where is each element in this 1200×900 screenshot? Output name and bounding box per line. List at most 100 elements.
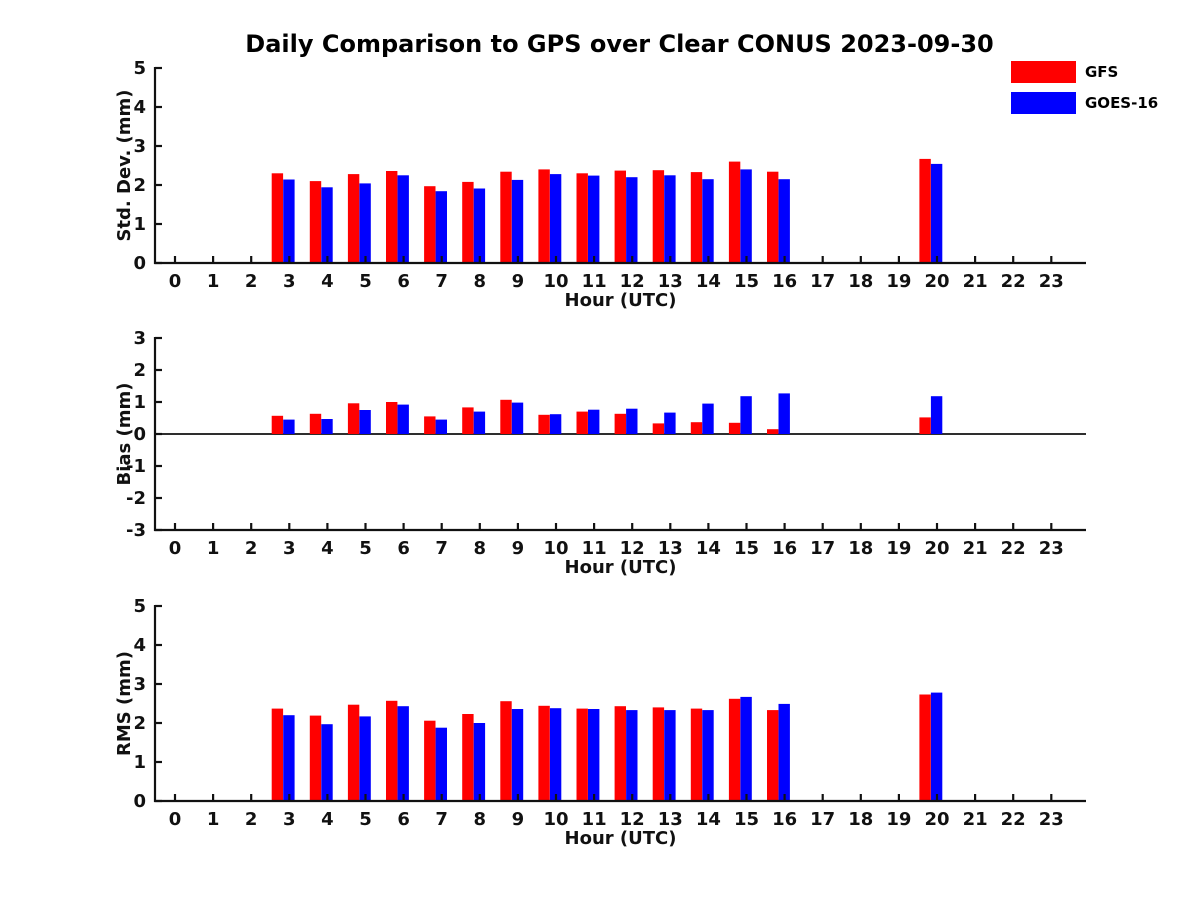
x-tick-label: 23 xyxy=(1039,538,1064,559)
x-tick-label: 3 xyxy=(283,538,296,559)
bar-gfs-h13 xyxy=(652,423,665,434)
bar-gfs-h16 xyxy=(767,710,779,801)
y-tick-label: 1 xyxy=(133,752,146,773)
x-tick-label: 13 xyxy=(658,809,683,830)
bar-gfs-h6 xyxy=(386,171,398,263)
bar-gfs-h7 xyxy=(424,720,436,801)
bar-goes16-h13 xyxy=(664,412,676,434)
x-tick-label: 0 xyxy=(169,809,182,830)
bar-gfs-h8 xyxy=(462,407,474,434)
bar-goes16-h12 xyxy=(626,710,638,801)
bar-gfs-h4 xyxy=(309,715,322,801)
y-tick-label: 1 xyxy=(133,392,146,413)
bar-gfs-h9 xyxy=(500,399,512,434)
bar-gfs-h13 xyxy=(652,170,665,263)
x-tick-label: 7 xyxy=(435,538,448,559)
bar-gfs-h3 xyxy=(271,173,284,263)
bar-gfs-h15 xyxy=(728,161,741,263)
y-axis-label: RMS (mm) xyxy=(114,651,135,756)
x-tick-label: 7 xyxy=(435,271,448,292)
bar-goes16-h16 xyxy=(778,393,790,434)
bar-gfs-h8 xyxy=(462,714,474,801)
x-tick-label: 0 xyxy=(169,271,182,292)
x-tick-label: 9 xyxy=(512,809,525,830)
y-tick-label: 0 xyxy=(133,791,146,812)
x-tick-label: 21 xyxy=(963,271,988,292)
y-tick-label: 2 xyxy=(133,713,146,734)
legend: GFS GOES-16 xyxy=(1011,61,1158,114)
bar-gfs-h20 xyxy=(919,694,931,801)
x-tick-label: 12 xyxy=(620,538,645,559)
bar-goes16-h8 xyxy=(473,188,486,263)
y-tick-label: 5 xyxy=(133,58,146,79)
x-tick-label: 3 xyxy=(283,809,296,830)
x-tick-label: 6 xyxy=(397,271,410,292)
x-tick-label: 5 xyxy=(359,538,372,559)
y-tick-label: 3 xyxy=(133,674,146,695)
bar-goes16-h16 xyxy=(778,703,790,801)
x-tick-label: 1 xyxy=(207,809,220,830)
bar-goes16-h12 xyxy=(626,408,638,434)
y-tick-label: 3 xyxy=(133,328,146,349)
x-tick-label: 19 xyxy=(886,538,911,559)
bar-goes16-h20 xyxy=(930,692,943,801)
bar-goes16-h7 xyxy=(435,191,447,263)
y-tick-label: 4 xyxy=(133,635,146,656)
y-tick-label: 5 xyxy=(133,596,146,617)
bar-gfs-h5 xyxy=(347,704,360,801)
x-tick-label: 13 xyxy=(658,538,683,559)
bar-goes16-h6 xyxy=(397,404,409,434)
x-tick-label: 1 xyxy=(207,271,220,292)
y-tick-label: -1 xyxy=(126,456,146,477)
x-tick-label: 4 xyxy=(321,809,334,830)
bar-goes16-h9 xyxy=(511,179,524,263)
bar-goes16-h5 xyxy=(359,410,371,434)
bar-gfs-h11 xyxy=(576,173,588,263)
bar-goes16-h13 xyxy=(664,710,676,801)
x-tick-label: 5 xyxy=(359,809,372,830)
x-tick-label: 11 xyxy=(582,538,607,559)
legend-label-gfs: GFS xyxy=(1085,63,1119,81)
bar-goes16-h10 xyxy=(549,708,562,801)
bar-gfs-h10 xyxy=(538,414,550,434)
bar-gfs-h13 xyxy=(652,707,665,801)
x-tick-label: 8 xyxy=(474,538,487,559)
x-tick-label: 5 xyxy=(359,271,372,292)
bar-gfs-h20 xyxy=(919,158,931,263)
x-tick-label: 16 xyxy=(772,538,797,559)
bar-goes16-h10 xyxy=(549,414,562,434)
x-tick-label: 23 xyxy=(1039,809,1064,830)
x-tick-label: 21 xyxy=(963,538,988,559)
x-tick-label: 2 xyxy=(245,538,258,559)
x-tick-label: 11 xyxy=(582,809,607,830)
y-tick-label: 2 xyxy=(133,175,146,196)
x-tick-label: 7 xyxy=(435,809,448,830)
bar-gfs-h6 xyxy=(386,700,398,801)
x-tick-label: 15 xyxy=(734,538,759,559)
bar-goes16-h11 xyxy=(588,709,600,801)
bar-gfs-h10 xyxy=(538,705,550,801)
bar-goes16-h11 xyxy=(588,175,600,263)
x-tick-label: 17 xyxy=(810,809,835,830)
bar-gfs-h11 xyxy=(576,708,588,801)
x-tick-label: 20 xyxy=(924,538,949,559)
bar-gfs-h14 xyxy=(690,422,703,434)
legend-swatch-gfs xyxy=(1011,61,1076,83)
x-tick-label: 0 xyxy=(169,538,182,559)
x-tick-label: 19 xyxy=(886,271,911,292)
x-tick-label: 4 xyxy=(321,271,334,292)
bar-goes16-h20 xyxy=(930,163,943,263)
y-axis-label: Std. Dev. (mm) xyxy=(114,89,135,241)
chart-title: Daily Comparison to GPS over Clear CONUS… xyxy=(245,30,994,58)
y-tick-label: 3 xyxy=(133,136,146,157)
x-tick-label: 19 xyxy=(886,809,911,830)
x-tick-label: 1 xyxy=(207,538,220,559)
bar-goes16-h4 xyxy=(321,724,333,801)
x-tick-label: 16 xyxy=(772,809,797,830)
x-tick-label: 15 xyxy=(734,809,759,830)
bar-gfs-h14 xyxy=(690,708,703,801)
